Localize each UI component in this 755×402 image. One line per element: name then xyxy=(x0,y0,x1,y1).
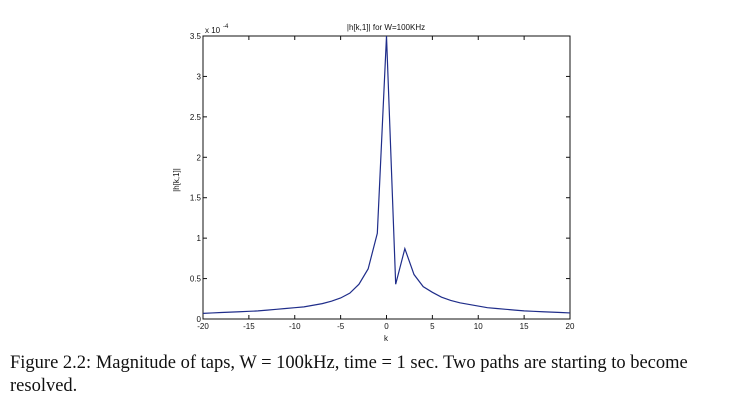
y-tick-label: 2 xyxy=(197,153,202,162)
figure-caption: Figure 2.2: Magnitude of taps, W = 100kH… xyxy=(10,353,688,396)
x-tick-label: 10 xyxy=(474,322,483,331)
x-tick-label: -20 xyxy=(197,322,209,331)
y-tick-label: 3 xyxy=(197,72,202,81)
x-tick-label: -15 xyxy=(243,322,255,331)
y-tick-label: 2.5 xyxy=(190,113,202,122)
y-tick-label: 3.5 xyxy=(190,32,202,41)
magnitude-chart: -20 -15 -10 -5 0 5 10 15 20 0 0.5 1 1.5 2 2.5 3 3.5 |h[… xyxy=(172,23,575,343)
y-tick-label: 0.5 xyxy=(190,275,202,284)
x-tick-label: 5 xyxy=(430,322,435,331)
chart-title: |h[k,1]| for W=100KHz xyxy=(347,23,425,32)
y-exponent-power: -4 xyxy=(223,24,229,30)
y-tick-label: 1 xyxy=(197,234,202,243)
y-tick-label: 1.5 xyxy=(190,194,202,203)
figure: -20 -15 -10 -5 0 5 10 15 20 0 0.5 1 1.5 2 2.5 3 3.5 |h[… xyxy=(172,23,575,343)
y-tick-label: 0 xyxy=(197,315,202,324)
x-tick-label: -10 xyxy=(289,322,301,331)
x-tick-label: -5 xyxy=(337,322,345,331)
x-tick-label: 15 xyxy=(520,322,529,331)
series-line xyxy=(202,35,571,314)
y-exponent-label: x 10 xyxy=(205,26,221,35)
x-tick-label: 0 xyxy=(384,322,389,331)
x-axis-label: k xyxy=(384,334,389,343)
x-tick-label: 20 xyxy=(566,322,575,331)
y-axis-label: |h[k,1]| xyxy=(172,168,181,192)
plot-area xyxy=(202,35,571,320)
